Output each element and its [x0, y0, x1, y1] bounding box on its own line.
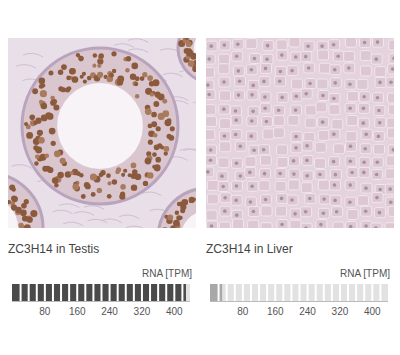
html-text:ZC3H14 in Liver: ZC3H14 in Liver	[206, 242, 293, 256]
svg-text:400: 400	[166, 306, 183, 317]
html-text:RNA [TPM]: RNA [TPM]	[142, 268, 192, 279]
svg-text:160: 160	[69, 306, 86, 317]
svg-text:240: 240	[101, 306, 118, 317]
svg-text:80: 80	[237, 306, 249, 317]
svg-text:400: 400	[364, 306, 381, 317]
html-text:ZC3H14 in Testis: ZC3H14 in Testis	[8, 242, 100, 256]
html-text:RNA [TPM]: RNA [TPM]	[340, 268, 390, 279]
svg-text:240: 240	[299, 306, 316, 317]
svg-text:80: 80	[39, 306, 51, 317]
svg-text:320: 320	[134, 306, 151, 317]
svg-text:320: 320	[332, 306, 349, 317]
svg-text:160: 160	[267, 306, 284, 317]
